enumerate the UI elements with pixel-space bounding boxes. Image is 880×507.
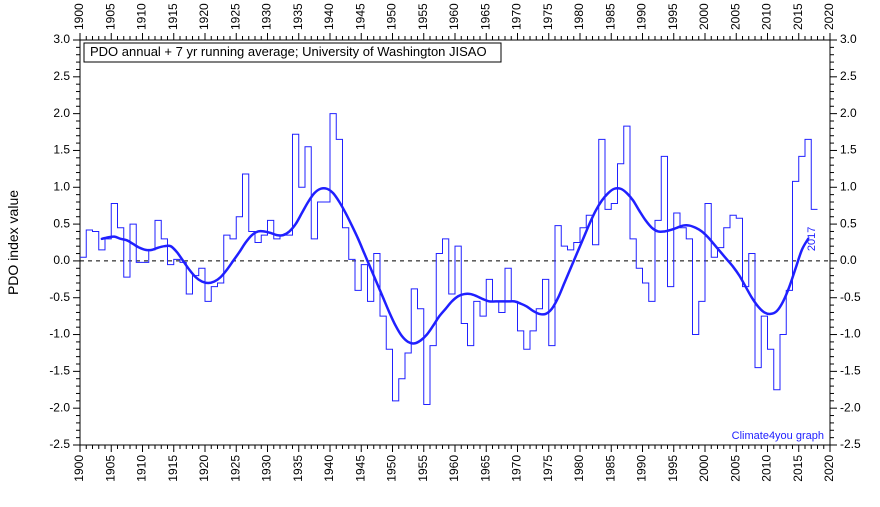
end-year-label: 2017 — [806, 227, 818, 251]
svg-text:2015: 2015 — [791, 3, 805, 30]
svg-text:2010: 2010 — [760, 3, 774, 30]
svg-text:2.5: 2.5 — [53, 69, 70, 83]
svg-text:1900: 1900 — [72, 3, 86, 30]
svg-text:-2.0: -2.0 — [840, 400, 861, 414]
svg-text:3.0: 3.0 — [53, 32, 70, 46]
svg-text:0.0: 0.0 — [840, 253, 857, 267]
svg-text:1975: 1975 — [541, 3, 555, 30]
svg-text:1980: 1980 — [572, 455, 586, 482]
svg-text:1950: 1950 — [385, 3, 399, 30]
svg-text:1965: 1965 — [478, 455, 492, 482]
svg-text:2015: 2015 — [791, 455, 805, 482]
svg-text:1915: 1915 — [166, 455, 180, 482]
svg-text:2.0: 2.0 — [53, 106, 70, 120]
svg-text:1935: 1935 — [291, 3, 305, 30]
svg-text:1920: 1920 — [197, 455, 211, 482]
svg-text:1960: 1960 — [447, 3, 461, 30]
credit-label: Climate4you graph — [732, 430, 824, 442]
svg-text:2005: 2005 — [728, 455, 742, 482]
svg-text:2020: 2020 — [822, 3, 836, 30]
svg-text:-1.0: -1.0 — [49, 327, 70, 341]
svg-text:1930: 1930 — [260, 455, 274, 482]
svg-text:1925: 1925 — [228, 3, 242, 30]
svg-text:1980: 1980 — [572, 3, 586, 30]
svg-text:-0.5: -0.5 — [840, 290, 861, 304]
chart-title: PDO annual + 7 yr running average; Unive… — [90, 44, 487, 59]
chart-svg: 1900 1900 1905 1905 1910 1910 1915 1915 1920 1920… — [0, 0, 880, 507]
svg-text:-0.5: -0.5 — [49, 290, 70, 304]
svg-text:1940: 1940 — [322, 455, 336, 482]
svg-text:1970: 1970 — [510, 455, 524, 482]
svg-text:-2.5: -2.5 — [840, 437, 861, 451]
svg-text:0.5: 0.5 — [840, 216, 857, 230]
svg-text:1955: 1955 — [416, 3, 430, 30]
svg-text:1905: 1905 — [103, 455, 117, 482]
svg-text:2020: 2020 — [822, 455, 836, 482]
svg-text:0.5: 0.5 — [53, 216, 70, 230]
svg-text:-1.0: -1.0 — [840, 327, 861, 341]
svg-text:1925: 1925 — [228, 455, 242, 482]
svg-text:0.0: 0.0 — [53, 253, 70, 267]
svg-text:1970: 1970 — [510, 3, 524, 30]
svg-text:1945: 1945 — [353, 3, 367, 30]
svg-text:1990: 1990 — [635, 3, 649, 30]
svg-text:2005: 2005 — [728, 3, 742, 30]
svg-text:1910: 1910 — [135, 3, 149, 30]
svg-text:2010: 2010 — [760, 455, 774, 482]
svg-text:1940: 1940 — [322, 3, 336, 30]
pdo-chart: 1900 1900 1905 1905 1910 1910 1915 1915 1920 1920… — [0, 0, 880, 507]
y-axis-label: PDO index value — [5, 190, 21, 295]
svg-text:1.0: 1.0 — [840, 179, 857, 193]
svg-text:-1.5: -1.5 — [840, 364, 861, 378]
svg-text:1935: 1935 — [291, 455, 305, 482]
svg-text:-1.5: -1.5 — [49, 364, 70, 378]
svg-text:1.0: 1.0 — [53, 179, 70, 193]
svg-text:-2.0: -2.0 — [49, 400, 70, 414]
svg-text:1990: 1990 — [635, 455, 649, 482]
svg-text:1945: 1945 — [353, 455, 367, 482]
svg-text:1995: 1995 — [666, 3, 680, 30]
svg-text:1.5: 1.5 — [840, 143, 857, 157]
svg-text:3.0: 3.0 — [840, 32, 857, 46]
svg-text:1930: 1930 — [260, 3, 274, 30]
svg-text:1920: 1920 — [197, 3, 211, 30]
svg-text:1.5: 1.5 — [53, 143, 70, 157]
svg-text:2000: 2000 — [697, 3, 711, 30]
svg-text:-2.5: -2.5 — [49, 437, 70, 451]
svg-text:1915: 1915 — [166, 3, 180, 30]
svg-text:1965: 1965 — [478, 3, 492, 30]
svg-text:1985: 1985 — [603, 455, 617, 482]
svg-text:1995: 1995 — [666, 455, 680, 482]
svg-text:1950: 1950 — [385, 455, 399, 482]
svg-text:2.5: 2.5 — [840, 69, 857, 83]
svg-text:2000: 2000 — [697, 455, 711, 482]
svg-text:2.0: 2.0 — [840, 106, 857, 120]
svg-text:1910: 1910 — [135, 455, 149, 482]
svg-text:1905: 1905 — [103, 3, 117, 30]
svg-text:1960: 1960 — [447, 455, 461, 482]
svg-text:1955: 1955 — [416, 455, 430, 482]
svg-text:1985: 1985 — [603, 3, 617, 30]
svg-text:1900: 1900 — [72, 455, 86, 482]
svg-text:1975: 1975 — [541, 455, 555, 482]
